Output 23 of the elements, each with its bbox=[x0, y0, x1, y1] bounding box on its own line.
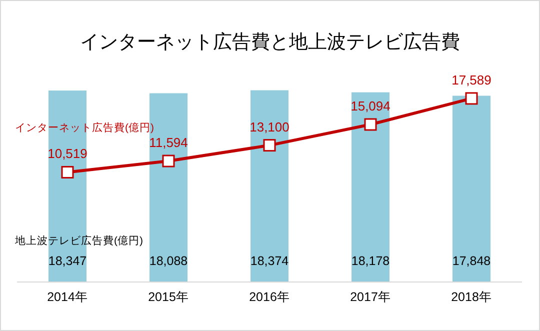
x-tick-label: 2016年 bbox=[249, 290, 290, 304]
x-tick-label: 2017年 bbox=[350, 290, 391, 304]
point bbox=[162, 154, 175, 168]
data-label: 18,374 bbox=[250, 254, 289, 268]
point bbox=[465, 92, 478, 105]
point bbox=[263, 139, 276, 152]
data-label: 15,094 bbox=[350, 98, 390, 114]
chart-title: インターネット広告費と地上波テレビ広告費 bbox=[80, 31, 460, 53]
text: インターネット広告費(億円) bbox=[15, 122, 154, 134]
data-label: 10,519 bbox=[48, 146, 88, 162]
data-label: 11,594 bbox=[149, 135, 188, 150]
data-label: 17,848 bbox=[452, 254, 491, 268]
x-tick-label: 2014年 bbox=[47, 290, 88, 304]
data-label: 18,088 bbox=[149, 254, 188, 268]
point bbox=[61, 166, 74, 178]
series-label: 地上波テレビ広告費(億円) bbox=[14, 234, 143, 247]
data-label: 18,347 bbox=[48, 254, 87, 268]
x-tick-label: 2018年 bbox=[451, 290, 492, 304]
x-tick-label: 2015年 bbox=[148, 290, 189, 304]
point bbox=[364, 118, 377, 131]
data-label: 17,589 bbox=[452, 72, 492, 88]
data-label: 18,178 bbox=[351, 254, 390, 268]
data-label: 13,100 bbox=[250, 119, 290, 134]
